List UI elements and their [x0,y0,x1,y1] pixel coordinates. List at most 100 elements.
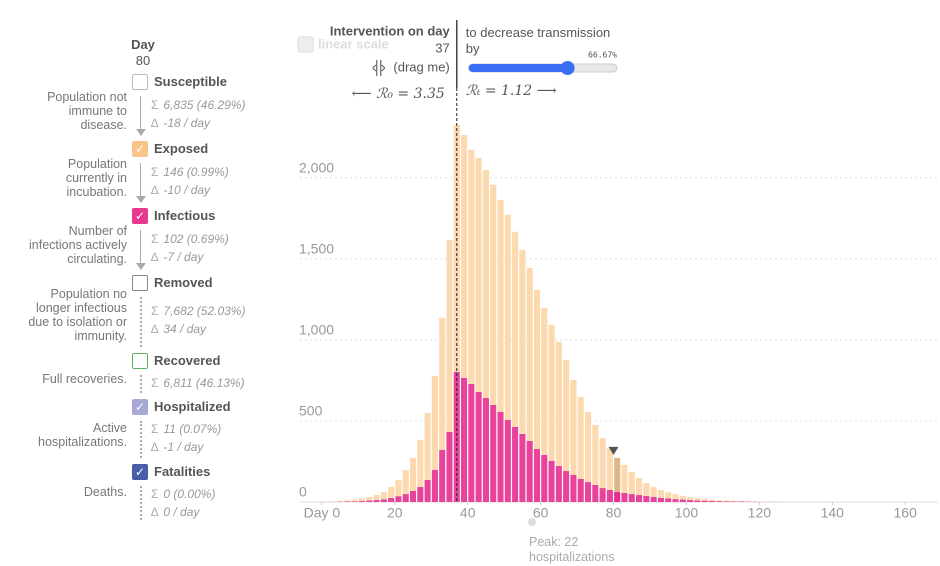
compartment-description: Population no longer infectious due to i… [28,287,127,343]
x-tick-label: Day 0 [304,505,341,521]
bar [490,404,497,502]
bar [621,465,628,493]
bar [665,498,672,502]
compartment-description: Population currently in incubation. [65,157,127,199]
connector [140,486,142,520]
sum-symbol: Σ [151,487,159,501]
bar [351,501,358,502]
bar [577,478,584,502]
compartment-description: Deaths. [83,485,127,499]
bar [497,411,504,502]
bar [402,494,409,502]
total-value: 6,835 (46.29%) [163,98,246,112]
sum-symbol: Σ [151,304,159,318]
bar [431,469,438,502]
bar [563,359,570,472]
delta-symbol: ∆ [151,183,159,197]
change-value: -1 / day [163,440,204,454]
delta-symbol: ∆ [151,250,159,264]
slider-thumb[interactable] [560,61,575,75]
checkbox[interactable] [132,353,148,369]
x-tick-label: 20 [387,505,403,521]
bar [628,494,635,502]
x-tick-label: 140 [821,505,845,521]
scale-toggle-label[interactable]: linear scale [318,36,389,51]
bar [468,149,475,384]
bar [687,500,694,502]
bar [417,486,424,502]
current-day-marker [608,446,619,455]
total-value: 7,682 (52.03%) [163,304,246,318]
bar [512,231,519,427]
change-stat: ∆ -1 / day [151,440,203,454]
bar [541,454,548,502]
bar [409,490,417,502]
bar [643,483,650,497]
peak-dot [528,518,536,526]
arrow-head [136,263,146,270]
slider-fill [468,64,568,72]
bar [358,498,366,502]
bar [614,457,621,492]
rt-label: ℛₜ = 1.12 ⟶ [465,83,557,99]
bar [402,469,409,495]
effect-label: to decrease transmission by [465,25,611,56]
compartment-name: Fatalities [154,464,211,479]
bar [570,379,577,475]
bar [606,490,613,502]
checkbox[interactable]: ✓ [132,399,148,415]
checkbox[interactable]: ✓ [132,141,148,157]
bar [679,495,686,500]
bar [512,426,519,502]
y-tick-label: 0 [299,484,307,500]
bar [679,499,686,502]
scale-checkbox[interactable] [297,36,314,53]
bar [468,383,475,502]
bar [439,449,446,502]
total-value: 146 (0.99%) [163,165,229,179]
y-tick-label: 1,000 [299,322,334,338]
bar [373,500,380,502]
bar [584,411,592,483]
bar [563,471,570,502]
x-tick-label: 120 [748,505,772,521]
bar [424,479,431,502]
r0-label: ⟵ ℛ₀ = 3.35 [351,86,445,102]
sum-symbol: Σ [151,98,159,112]
sum-symbol: Σ [151,232,159,246]
checkbox[interactable]: ✓ [132,464,148,480]
drag-hint[interactable]: (drag me) [393,59,449,74]
connector [140,421,142,458]
bar [380,499,387,502]
checkbox[interactable]: ✓ [132,208,148,224]
bar [650,496,657,502]
bar [446,239,453,432]
bar [701,500,708,502]
bar [475,391,482,502]
connector [140,375,142,393]
slider-value-label: 66.67% [588,51,617,60]
bar [417,439,424,487]
bar [548,324,555,461]
bar [533,289,541,449]
bar [329,501,336,502]
bar [475,157,482,392]
arrow-head [136,129,146,136]
checkbox[interactable] [132,74,148,90]
bar [577,396,584,479]
y-tick-label: 2,000 [299,160,334,176]
bar [716,501,723,502]
x-tick-label: 100 [675,505,699,521]
intervention-day: 37 [435,40,449,55]
bar [643,496,650,502]
total-stat: Σ 11 (0.07%) [151,422,221,436]
bar [344,500,351,502]
bar [504,419,511,502]
y-tick-label: 500 [299,403,323,419]
bar [337,500,344,502]
bar [395,496,402,502]
sum-symbol: Σ [151,422,159,436]
checkbox[interactable] [132,275,148,291]
change-stat: ∆ -10 / day [151,183,210,197]
intervention-title: Intervention on day [330,23,451,38]
